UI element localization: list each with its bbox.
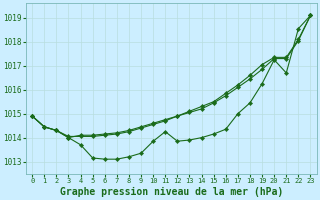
X-axis label: Graphe pression niveau de la mer (hPa): Graphe pression niveau de la mer (hPa): [60, 186, 283, 197]
